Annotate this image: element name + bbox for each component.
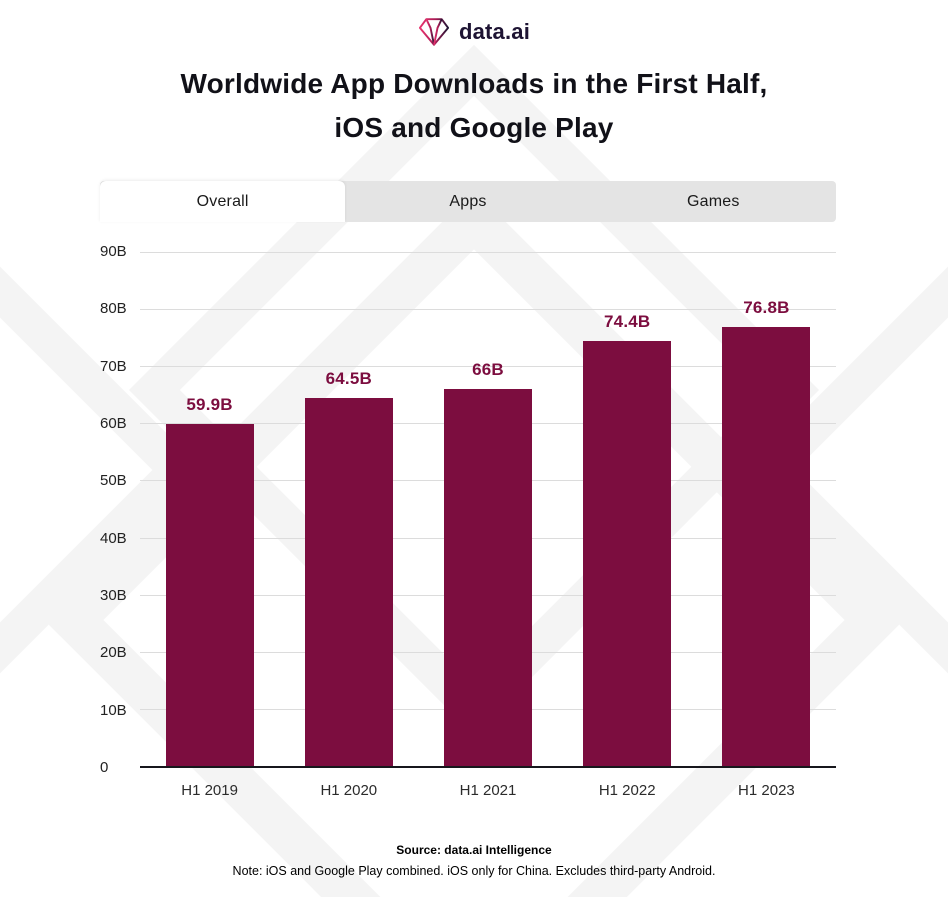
title-line-1: Worldwide App Downloads in the First Hal… [180,68,768,99]
logo: data.ai [0,0,948,48]
x-tick-label: H1 2020 [320,782,378,799]
note-text: Note: iOS and Google Play combined. iOS … [232,864,716,878]
y-tick-label: 30B [100,587,127,605]
x-tick-label: H1 2023 [738,782,795,799]
title-line-2: iOS and Google Play [334,112,614,143]
bar-h1-2022[interactable] [583,341,672,766]
y-tick-label: 80B [100,300,127,318]
tab-games[interactable]: Games [687,192,740,210]
gridline [140,252,836,253]
brand-name: data.ai [458,19,531,44]
bar-h1-2019[interactable] [165,423,254,766]
bar-value-label: 76.8B [743,298,790,318]
x-axis-labels: H1 2019 H1 2020 H1 2021 H1 2022 H1 2023 [140,782,836,799]
bar-value-label: 59.9B [186,394,233,414]
bar-slot: 74.4B [558,252,697,766]
bar-slot: 64.5B [279,252,418,766]
bar-slot: 66B [418,252,557,766]
tab-bar: Overall Apps Games [100,181,836,222]
y-tick-label: 0 [100,759,109,776]
tab-apps[interactable]: Apps [449,192,487,210]
bar-slot: 59.9B [140,252,279,766]
bars: 59.9B 64.5B 66B 74.4B 76.8B [140,252,836,766]
source-text: Source: data.ai Intelligence [396,843,552,857]
x-tick-label: H1 2021 [459,782,517,799]
gem-icon [418,17,450,47]
bar-slot: 76.8B [697,252,836,766]
y-tick-label: 20B [100,644,127,662]
y-axis-labels: 0 10B 20B 30B 40B 50B 60B 70B 80B 90B [100,243,136,776]
bar-h1-2020[interactable] [304,397,393,766]
bar-h1-2023[interactable] [722,327,811,766]
page-title: Worldwide App Downloads in the First Hal… [0,62,948,150]
chart-footer: Source: data.ai Intelligence Note: iOS a… [0,843,948,878]
y-tick-label: 10B [100,701,127,719]
y-tick-label: 40B [100,529,127,547]
x-tick-label: H1 2019 [181,782,238,799]
bar-value-label: 74.4B [604,312,651,332]
gridline [140,366,836,368]
gridline [140,309,836,311]
y-tick-label: 60B [100,415,127,433]
bar-h1-2021[interactable] [444,389,532,766]
tab-overall[interactable]: Overall [100,181,346,222]
y-tick-label: 90B [100,243,127,260]
y-tick-label: 50B [100,472,127,490]
y-tick-label: 70B [100,357,127,375]
x-tick-label: H1 2022 [598,782,656,799]
bar-value-label: 64.5B [325,368,372,388]
plot-area: 59.9B 64.5B 66B 74.4B 76.8B [140,252,836,768]
bar-value-label: 66B [472,360,504,380]
